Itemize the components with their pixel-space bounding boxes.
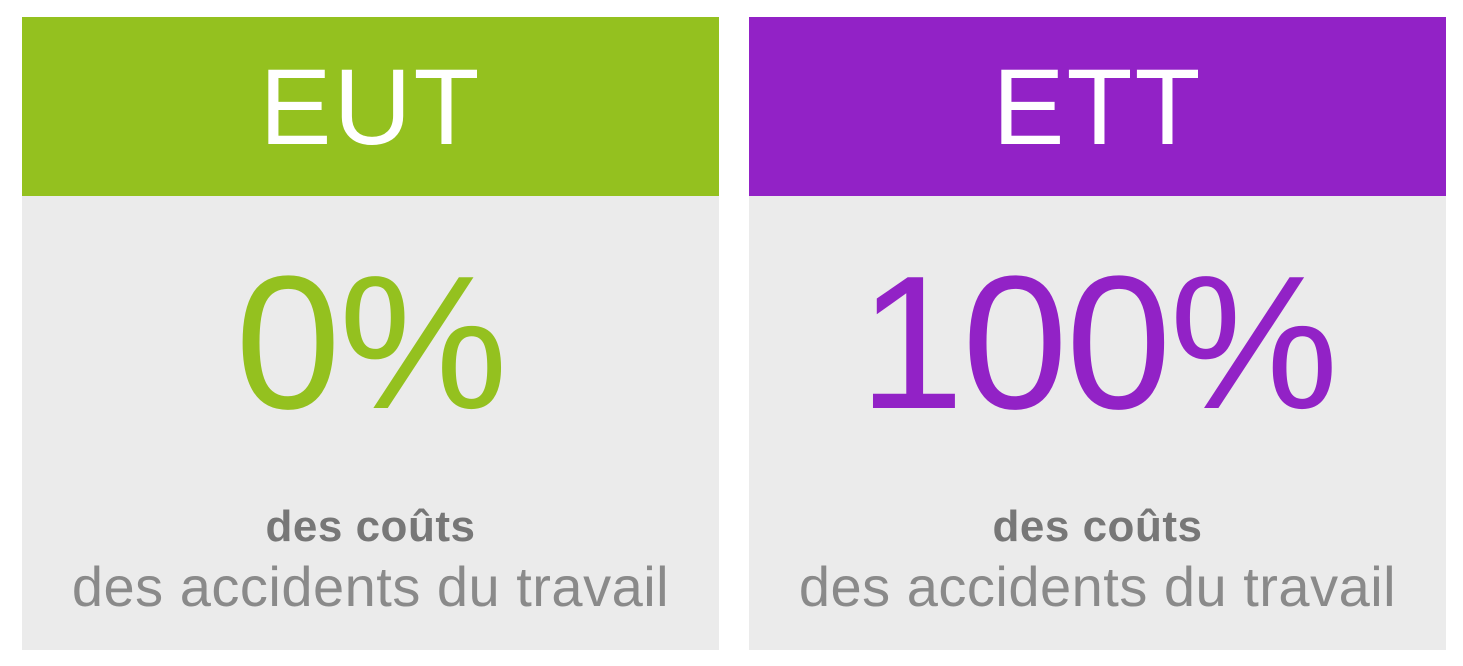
card-ett-body: 100% des coûts des accidents du travail [749, 196, 1446, 650]
card-ett-caption-bold: des coûts [992, 502, 1203, 551]
card-eut-percent-value: 0% [235, 237, 508, 449]
card-ett: ETT 100% des coûts des accidents du trav… [749, 17, 1446, 650]
card-eut-caption-bold: des coûts [265, 502, 476, 551]
card-eut: EUT 0% des coûts des accidents du travai… [22, 17, 719, 650]
card-eut-header: EUT [22, 17, 719, 196]
card-eut-body: 0% des coûts des accidents du travail [22, 196, 719, 650]
card-eut-caption-regular: des accidents du travail [71, 555, 670, 619]
card-ett-caption: des coûts des accidents du travail [799, 498, 1396, 620]
card-eut-title: EUT [259, 45, 482, 167]
card-ett-header: ETT [749, 17, 1446, 196]
card-ett-percent-value: 100% [858, 237, 1339, 449]
card-eut-caption: des coûts des accidents du travail [72, 498, 669, 620]
card-ett-caption-regular: des accidents du travail [798, 555, 1397, 619]
card-ett-title: ETT [992, 45, 1203, 167]
